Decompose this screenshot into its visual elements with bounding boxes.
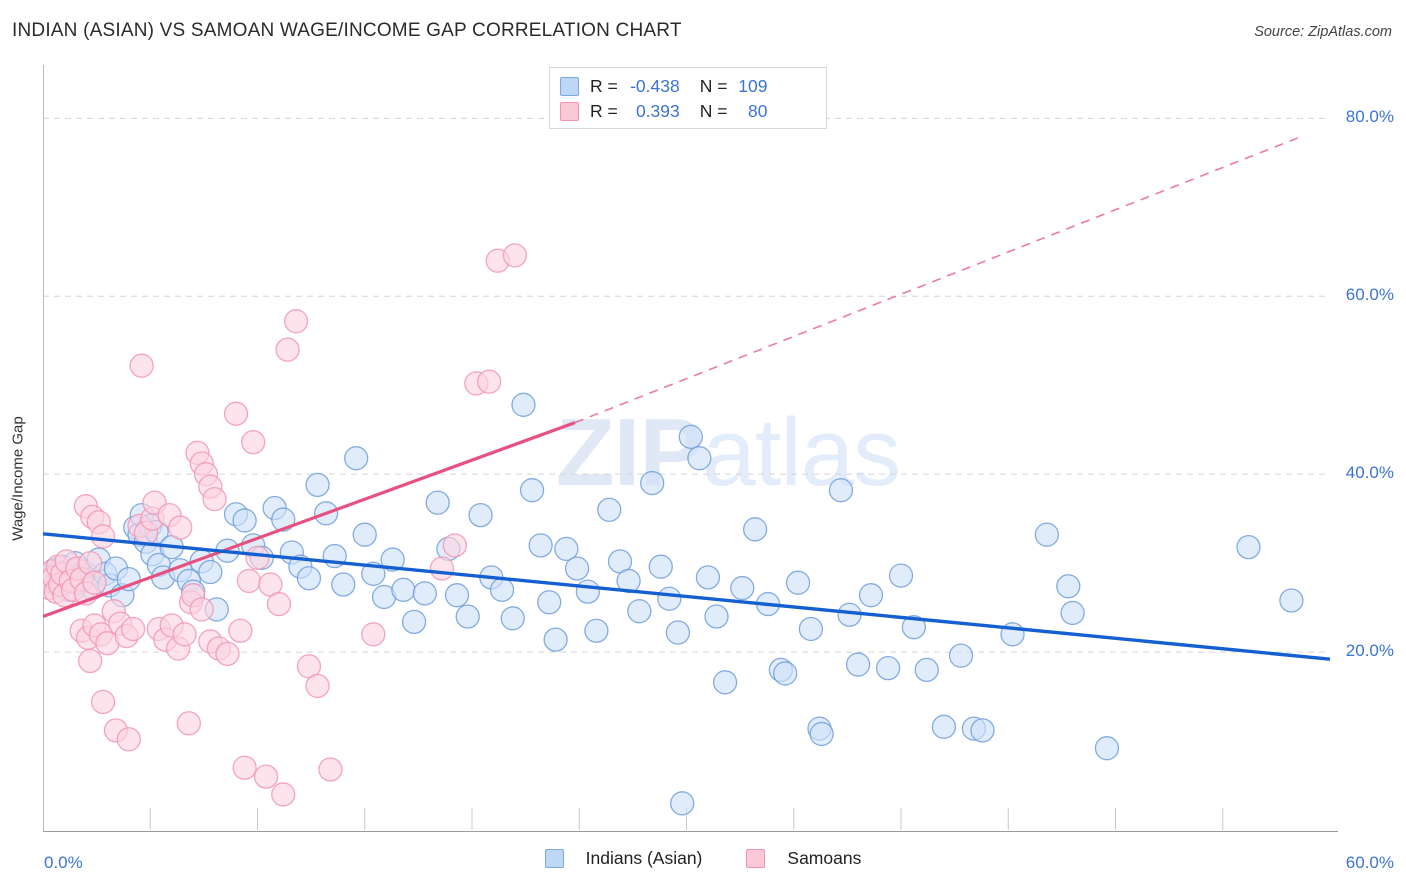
legend-item-indians[interactable]: Indians (Asian): [544, 848, 703, 869]
watermark-bold: ZIP: [556, 399, 703, 506]
legend-swatch-indians-bottom: [544, 849, 564, 868]
series-indians: [43, 392, 1304, 816]
page-title: INDIAN (ASIAN) VS SAMOAN WAGE/INCOME GAP…: [12, 20, 682, 41]
legend-swatch-indians: [560, 77, 579, 96]
zipatlas-watermark: ZIPatlas: [556, 398, 901, 508]
plot-area: [43, 65, 1330, 830]
series-samoans: [43, 243, 528, 807]
y-tick-40: 40.0%: [1345, 463, 1394, 483]
r-label-samoans: R =: [590, 101, 618, 121]
series-legend: Indians (Asian) Samoans: [0, 848, 1406, 869]
n-value-samoans: 80: [748, 101, 768, 121]
legend-swatch-samoans: [560, 102, 579, 121]
correlation-stats-legend: R = -0.438 N = 109 R = 0.393 N = 80: [549, 67, 827, 129]
r-value-indians: -0.438: [630, 76, 680, 96]
y-tick-80: 80.0%: [1345, 107, 1394, 127]
y-axis-line: [43, 65, 44, 832]
legend-label-samoans: Samoans: [787, 848, 862, 868]
y-tick-20: 20.0%: [1345, 641, 1394, 661]
x-tick-min: 0.0%: [44, 853, 83, 872]
n-value-indians: 109: [738, 76, 768, 96]
trendline-indians: [43, 532, 1330, 661]
x-tick-max: 60.0%: [1345, 853, 1394, 872]
legend-swatch-samoans-bottom: [746, 849, 766, 868]
r-label-indians: R =: [590, 76, 618, 96]
legend-row-indians: R = -0.438 N = 109: [560, 74, 816, 99]
legend-label-indians: Indians (Asian): [585, 848, 703, 868]
legend-item-samoans[interactable]: Samoans: [746, 848, 861, 869]
watermark-light: atlas: [702, 399, 901, 506]
trendline-samoans: [43, 421, 576, 619]
scatter-svg: [43, 117, 1330, 830]
n-label-samoans: N =: [699, 101, 728, 121]
y-axis-title: Wage/Income Gap: [9, 416, 27, 541]
legend-row-samoans: R = 0.393 N = 80: [560, 99, 816, 124]
x-axis-line: [43, 831, 1338, 832]
r-value-samoans: 0.393: [635, 101, 680, 121]
n-label-indians: N =: [699, 76, 728, 96]
y-tick-60: 60.0%: [1345, 285, 1394, 305]
source-attribution: Source: ZipAtlas.com: [1254, 24, 1392, 40]
